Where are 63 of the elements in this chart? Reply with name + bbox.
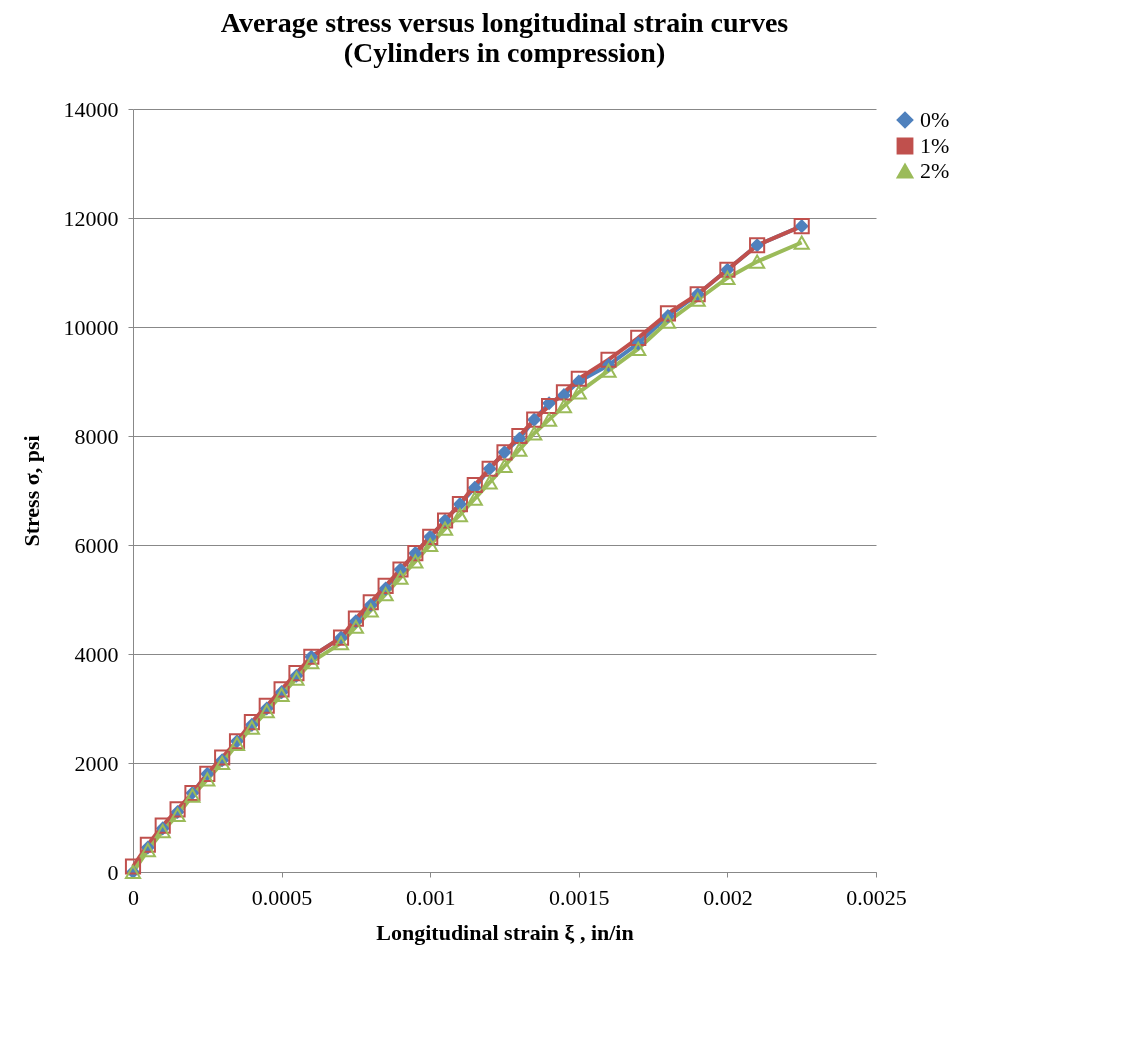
point — [749, 254, 766, 269]
point — [659, 305, 677, 322]
x-tick-label: 0.0015 — [549, 884, 610, 910]
point — [793, 235, 810, 250]
point — [273, 681, 290, 698]
point — [154, 817, 171, 834]
point — [496, 458, 513, 474]
x-axis-title: Longitudinal strain ξ , in/in — [376, 919, 634, 945]
point — [214, 749, 231, 766]
legend-label: 1% — [920, 133, 950, 158]
y-axis-title: Stress σ, psi — [18, 435, 44, 547]
x-tick-label: 0.0005 — [251, 884, 313, 910]
point — [377, 577, 394, 594]
legend-label: 0% — [920, 107, 950, 132]
y-tick-label: 0 — [107, 859, 119, 885]
point — [659, 314, 677, 329]
y-tick-label: 10000 — [63, 314, 119, 340]
point — [422, 537, 439, 553]
point — [199, 772, 216, 787]
point — [139, 836, 156, 853]
point — [258, 697, 275, 714]
point — [481, 475, 498, 490]
point — [555, 398, 573, 414]
point — [541, 412, 558, 427]
point — [362, 603, 379, 618]
point — [630, 341, 647, 356]
point — [347, 619, 364, 634]
y-tick-label: 12000 — [63, 205, 119, 231]
legend-label: 2% — [920, 158, 950, 183]
x-tick-label: 0.002 — [703, 884, 753, 910]
y-tick-label: 14000 — [63, 96, 119, 122]
point — [124, 858, 142, 875]
point — [719, 270, 736, 286]
point — [436, 521, 454, 536]
y-tick-label: 6000 — [74, 532, 119, 558]
x-tick-label: 0 — [128, 884, 139, 910]
x-tick-label: 0.0025 — [846, 884, 907, 910]
point — [466, 491, 483, 506]
y-tick-label: 8000 — [74, 423, 119, 449]
point — [451, 507, 468, 523]
text: (Cylinders in compression) — [343, 37, 666, 68]
point — [570, 370, 587, 387]
point — [600, 351, 617, 368]
point — [407, 554, 424, 569]
point — [377, 586, 394, 602]
point — [555, 384, 573, 401]
point — [600, 363, 617, 378]
y-tick-label: 2000 — [74, 750, 119, 776]
point — [511, 442, 528, 457]
point — [630, 329, 647, 346]
point — [466, 476, 483, 494]
y-tick-label: 4000 — [74, 641, 119, 667]
point — [526, 426, 543, 441]
text: Average stress versus longitudinal strain curves — [220, 7, 789, 38]
point — [332, 635, 350, 651]
point — [347, 610, 364, 627]
point — [511, 427, 528, 445]
point — [570, 385, 587, 400]
point — [689, 292, 706, 307]
point — [541, 397, 558, 415]
x-tick-label: 0.001 — [405, 884, 456, 910]
point — [392, 570, 409, 585]
point — [303, 655, 320, 670]
